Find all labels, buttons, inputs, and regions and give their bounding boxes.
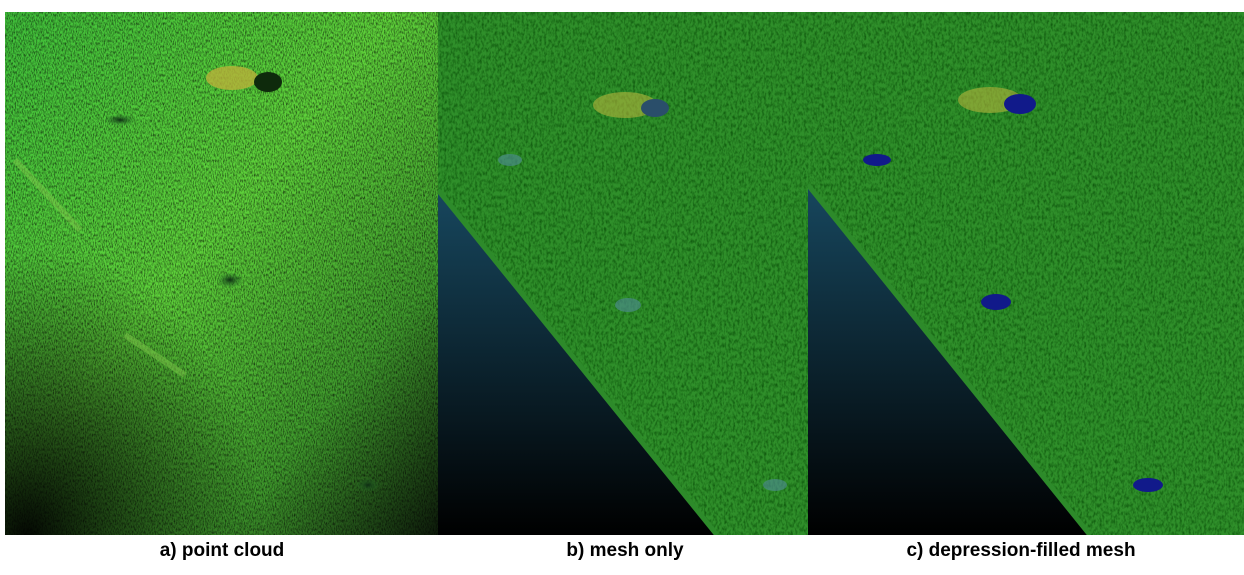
panel-caption: b) mesh only <box>566 540 684 561</box>
point-cloud-image <box>5 12 438 535</box>
figure: a) point cloud b) mesh only c) depressio… <box>0 0 1244 570</box>
panel-caption: a) point cloud <box>160 540 285 561</box>
mesh-only-image <box>438 12 808 535</box>
depression-filled-mesh-image <box>808 12 1244 535</box>
panel-caption: c) depression-filled mesh <box>906 540 1135 561</box>
